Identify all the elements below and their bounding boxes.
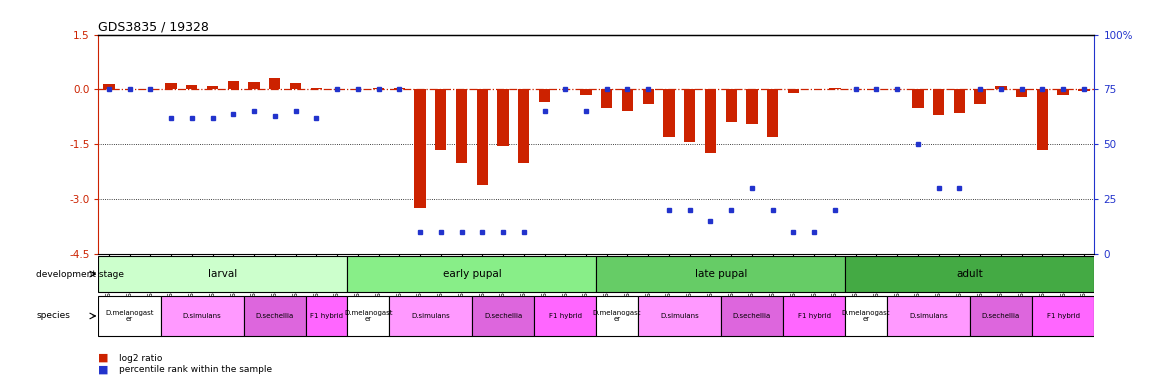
Bar — [975, 89, 985, 104]
Bar — [166, 83, 177, 89]
Bar — [969, 296, 1032, 336]
Bar — [954, 89, 965, 113]
Bar — [456, 89, 467, 162]
Bar — [580, 89, 592, 95]
Text: D.simulans: D.simulans — [411, 313, 449, 319]
Bar — [995, 86, 1006, 89]
Bar — [1016, 89, 1027, 97]
Bar — [887, 296, 969, 336]
Bar — [622, 89, 633, 111]
Bar — [1032, 296, 1094, 336]
Bar — [596, 296, 638, 336]
Bar — [98, 296, 161, 336]
Bar — [534, 296, 596, 336]
Text: D.melanogast
er: D.melanogast er — [842, 310, 891, 322]
Bar — [347, 256, 596, 292]
Text: larval: larval — [208, 269, 237, 279]
Bar — [269, 78, 280, 89]
Bar — [497, 89, 508, 146]
Bar — [228, 81, 239, 89]
Text: F1 hybrid: F1 hybrid — [1047, 313, 1079, 319]
Text: adult: adult — [957, 269, 983, 279]
Bar — [373, 88, 384, 89]
Text: D.sechellia: D.sechellia — [484, 313, 522, 319]
Bar — [746, 89, 757, 124]
Bar — [243, 296, 306, 336]
Text: D.simulans: D.simulans — [909, 313, 947, 319]
Text: GDS3835 / 19328: GDS3835 / 19328 — [98, 20, 210, 33]
Text: D.melanogast
er: D.melanogast er — [593, 310, 642, 322]
Bar — [720, 296, 783, 336]
Bar — [290, 83, 301, 89]
Text: ■: ■ — [98, 364, 109, 374]
Bar — [471, 296, 534, 336]
Bar — [829, 88, 841, 89]
Bar — [1057, 89, 1069, 95]
Bar — [103, 84, 115, 89]
Text: D.sechellia: D.sechellia — [733, 313, 771, 319]
Bar — [705, 89, 716, 154]
Bar — [389, 296, 472, 336]
Bar — [684, 89, 696, 142]
Text: ■: ■ — [98, 353, 109, 363]
Bar — [596, 256, 845, 292]
Bar — [643, 89, 654, 104]
Bar — [601, 89, 613, 108]
Text: D.sechellia: D.sechellia — [256, 313, 294, 319]
Text: percentile rank within the sample: percentile rank within the sample — [119, 366, 272, 374]
Bar — [1078, 89, 1090, 91]
Text: D.melanogast
er: D.melanogast er — [105, 310, 154, 322]
Bar — [435, 89, 447, 150]
Bar — [415, 89, 426, 209]
Bar — [767, 89, 778, 137]
Bar — [518, 89, 529, 162]
Bar — [845, 296, 887, 336]
Text: F1 hybrid: F1 hybrid — [549, 313, 581, 319]
Bar — [161, 296, 243, 336]
Bar — [347, 296, 389, 336]
Bar — [306, 296, 347, 336]
Bar — [207, 86, 218, 89]
Bar — [1036, 89, 1048, 150]
Text: log2 ratio: log2 ratio — [119, 354, 162, 363]
Bar — [845, 256, 1094, 292]
Bar — [394, 88, 405, 89]
Bar — [783, 296, 845, 336]
Bar — [477, 89, 488, 185]
Text: D.simulans: D.simulans — [660, 313, 698, 319]
Bar — [248, 82, 259, 89]
Bar — [538, 89, 550, 102]
Bar — [310, 88, 322, 89]
Text: D.simulans: D.simulans — [183, 313, 221, 319]
Bar — [98, 256, 347, 292]
Bar — [664, 89, 675, 137]
Text: F1 hybrid: F1 hybrid — [310, 313, 343, 319]
Text: early pupal: early pupal — [442, 269, 501, 279]
Bar — [913, 89, 924, 108]
Text: D.melanogast
er: D.melanogast er — [344, 310, 393, 322]
Bar — [638, 296, 720, 336]
Bar — [186, 85, 198, 89]
Text: species: species — [36, 311, 71, 321]
Text: F1 hybrid: F1 hybrid — [798, 313, 830, 319]
Bar — [933, 89, 945, 115]
Text: development stage: development stage — [36, 270, 124, 278]
Bar — [787, 89, 799, 93]
Bar — [726, 89, 736, 122]
Text: D.sechellia: D.sechellia — [982, 313, 1020, 319]
Text: late pupal: late pupal — [695, 269, 747, 279]
